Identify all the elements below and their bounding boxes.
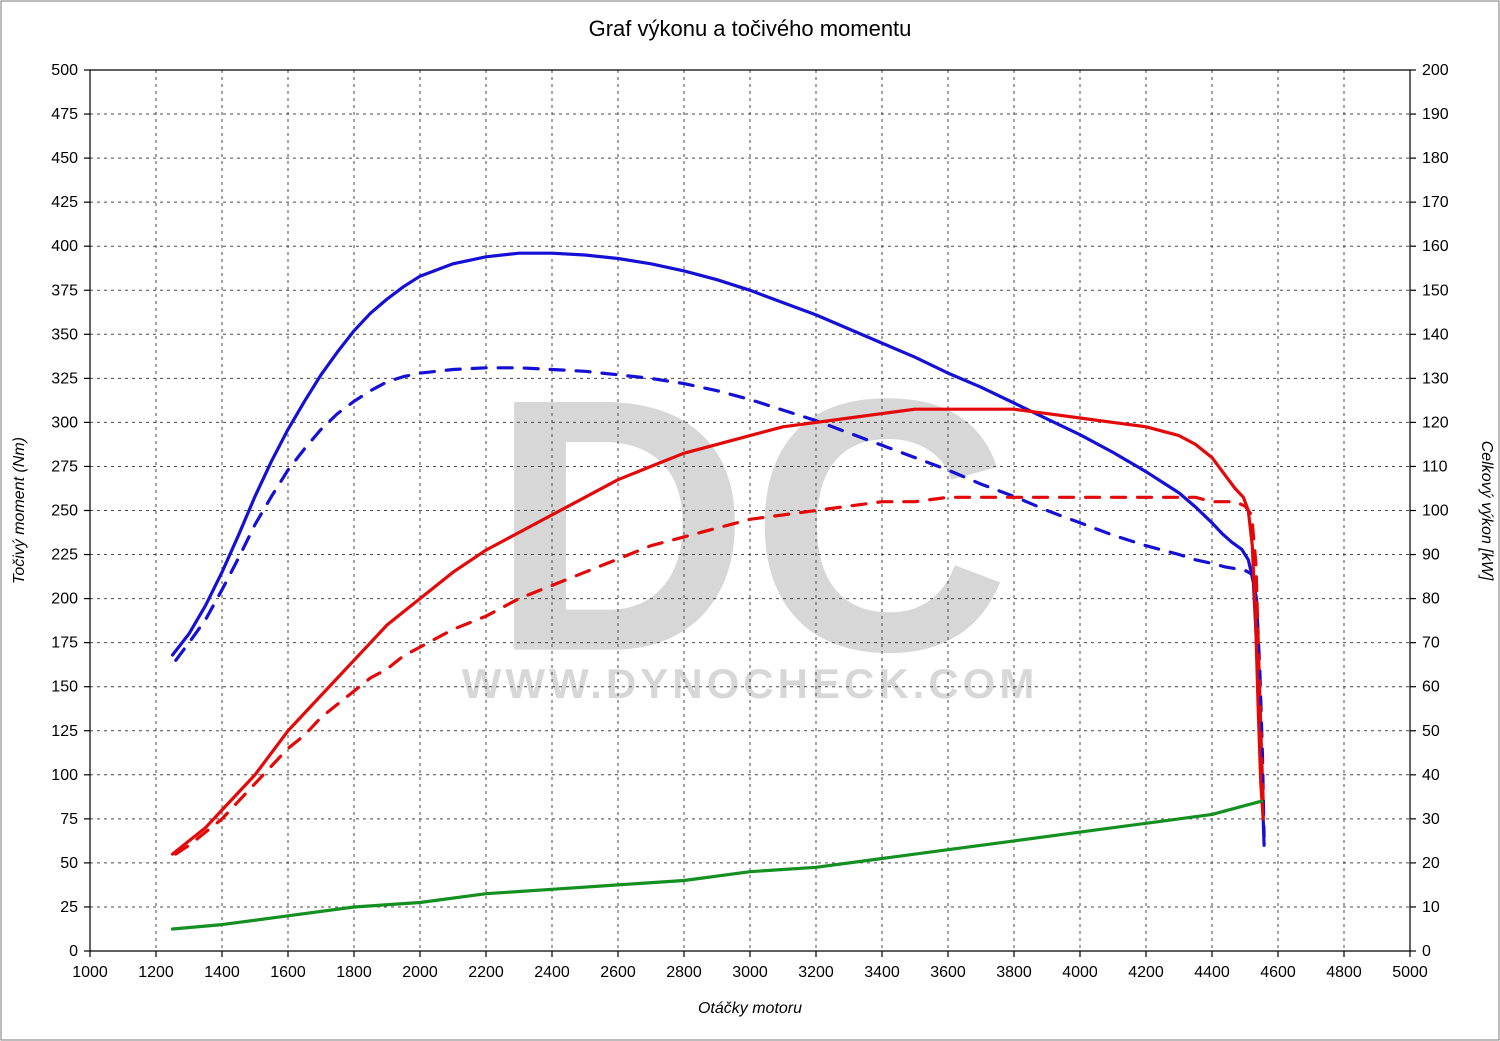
dyno-chart: DCWWW.DYNOCHECK.COM100012001400160018002… [0,0,1500,1041]
y-left-tick-label: 475 [51,106,78,123]
y-left-tick-label: 25 [60,899,78,916]
x-tick-label: 1800 [336,964,372,981]
x-tick-label: 1600 [270,964,306,981]
x-axis-label: Otáčky motoru [698,1000,802,1017]
x-tick-label: 3600 [930,964,966,981]
y-right-tick-label: 150 [1422,282,1449,299]
x-tick-label: 1200 [138,964,174,981]
y-right-tick-label: 190 [1422,106,1449,123]
x-tick-label: 4400 [1194,964,1230,981]
x-tick-label: 3000 [732,964,768,981]
y-left-tick-label: 300 [51,414,78,431]
y-right-tick-label: 10 [1422,899,1440,916]
y-right-tick-label: 60 [1422,679,1440,696]
y-left-tick-label: 150 [51,679,78,696]
y-right-tick-label: 160 [1422,238,1449,255]
y-right-tick-label: 180 [1422,150,1449,167]
x-tick-label: 2800 [666,964,702,981]
y-right-tick-label: 50 [1422,723,1440,740]
x-tick-label: 4600 [1260,964,1296,981]
y-right-tick-label: 140 [1422,326,1449,343]
y-right-tick-label: 0 [1422,943,1431,960]
y-left-tick-label: 425 [51,194,78,211]
x-tick-label: 3400 [864,964,900,981]
x-tick-label: 4000 [1062,964,1098,981]
y-right-tick-label: 200 [1422,62,1449,79]
x-tick-label: 2400 [534,964,570,981]
y-left-tick-label: 250 [51,503,78,520]
x-tick-label: 4800 [1326,964,1362,981]
y-left-tick-label: 0 [69,943,78,960]
x-tick-label: 2200 [468,964,504,981]
y-left-tick-label: 225 [51,547,78,564]
x-tick-label: 4200 [1128,964,1164,981]
y-left-tick-label: 100 [51,767,78,784]
y-right-tick-label: 130 [1422,370,1449,387]
y-right-tick-label: 40 [1422,767,1440,784]
y-right-tick-label: 110 [1422,458,1448,475]
y-right-tick-label: 20 [1422,855,1440,872]
y-left-tick-label: 125 [51,723,78,740]
series-aux_green [173,801,1262,929]
x-tick-label: 2600 [600,964,636,981]
y-left-tick-label: 275 [51,458,78,475]
y-left-tick-label: 400 [51,238,78,255]
chart-title: Graf výkonu a točivého momentu [589,16,912,41]
x-tick-label: 2000 [402,964,438,981]
y-right-tick-label: 100 [1422,503,1449,520]
y-left-tick-label: 450 [51,150,78,167]
y-right-tick-label: 90 [1422,547,1440,564]
y-right-tick-label: 30 [1422,811,1440,828]
x-tick-label: 5000 [1392,964,1428,981]
dyno-chart-svg: DCWWW.DYNOCHECK.COM100012001400160018002… [0,0,1500,1041]
y-left-tick-label: 50 [60,855,78,872]
y-right-axis-label: Celkový výkon [kW] [1478,441,1495,581]
y-right-tick-label: 120 [1422,414,1449,431]
x-tick-label: 1400 [204,964,240,981]
x-tick-label: 3200 [798,964,834,981]
x-tick-label: 3800 [996,964,1032,981]
y-left-axis-label: Točivý moment (Nm) [11,437,28,584]
x-tick-label: 1000 [72,964,108,981]
y-left-tick-label: 500 [51,62,78,79]
y-left-tick-label: 175 [51,635,78,652]
y-left-tick-label: 375 [51,282,78,299]
y-left-tick-label: 325 [51,370,78,387]
y-right-tick-label: 170 [1422,194,1449,211]
y-right-tick-label: 70 [1422,635,1440,652]
y-left-tick-label: 350 [51,326,78,343]
y-left-tick-label: 200 [51,591,78,608]
y-right-tick-label: 80 [1422,591,1440,608]
y-left-tick-label: 75 [60,811,78,828]
